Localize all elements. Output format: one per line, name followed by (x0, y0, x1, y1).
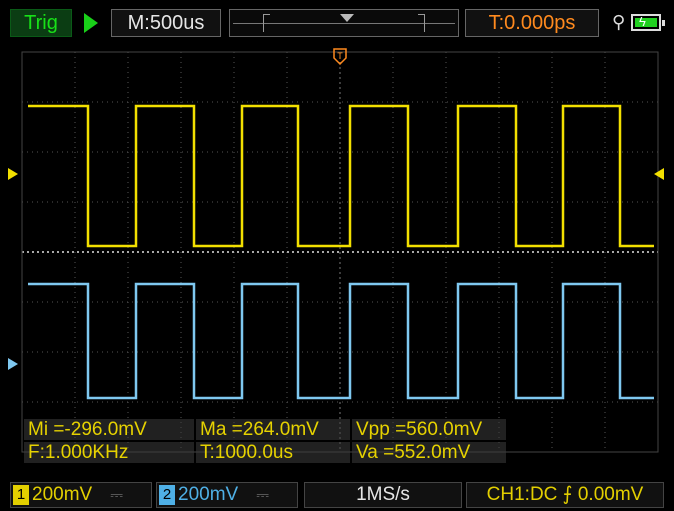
top-bar: Trig M:500us T:0.000ps ⚲ ϟ (0, 0, 674, 46)
memory-position-bar[interactable] (229, 9, 459, 37)
ch1-scale-button[interactable]: 1 200mV ⎓ (10, 482, 152, 508)
battery-charging-icon: ϟ (631, 14, 665, 31)
trigger-position-icon (333, 48, 347, 66)
max-measurement: Ma =264.0mV (196, 419, 350, 440)
bottom-bar: 1 200mV ⎓ 2 200mV ⎓ 1MS/s CH1:DC ⨍ 0.00mV (0, 478, 674, 511)
period-measurement: T:1000.0us (196, 442, 350, 463)
sample-rate-display[interactable]: 1MS/s (304, 482, 462, 508)
ch2-number: 2 (159, 485, 175, 505)
trigger-settings-display[interactable]: CH1:DC ⨍ 0.00mV (466, 482, 664, 508)
vavg-measurement: Va =552.0mV (352, 442, 506, 463)
waveform-canvas: T (8, 48, 664, 453)
ch1-waveform (28, 104, 654, 248)
trigger-status-button[interactable]: Trig (10, 9, 72, 37)
dc-coupling-icon: ⎓ (110, 487, 123, 504)
memory-track (233, 23, 455, 24)
frequency-measurement: F:1.000KHz (24, 442, 194, 463)
vpp-measurement: Vpp =560.0mV (352, 419, 506, 440)
ch2-scale: 200mV (178, 484, 239, 505)
trigger-position-marker (340, 14, 354, 22)
ch2-scale-button[interactable]: 2 200mV ⎓ (156, 482, 298, 508)
view-window (263, 14, 425, 32)
ch2-level-marker (8, 358, 18, 370)
waveform-screen[interactable]: T Mi =-296.0mV Ma =264.0mV Vpp =560.0mV … (8, 46, 664, 463)
trigger-level-marker (654, 168, 664, 180)
battery-fill (635, 18, 657, 27)
play-icon[interactable] (84, 13, 98, 33)
ch1-number: 1 (13, 485, 29, 505)
timebase-display[interactable]: M:500us (111, 9, 221, 37)
ch1-level-marker (8, 168, 18, 180)
dc-coupling-icon: ⎓ (256, 487, 269, 504)
ch2-waveform (28, 282, 654, 400)
trigger-marker-label: T (337, 51, 343, 61)
ch1-scale: 200mV (32, 484, 93, 505)
charge-bolt-icon: ϟ (639, 14, 646, 29)
usb-icon: ⚲ (612, 12, 626, 32)
min-measurement: Mi =-296.0mV (24, 419, 194, 440)
trigger-time-display[interactable]: T:0.000ps (465, 9, 599, 37)
